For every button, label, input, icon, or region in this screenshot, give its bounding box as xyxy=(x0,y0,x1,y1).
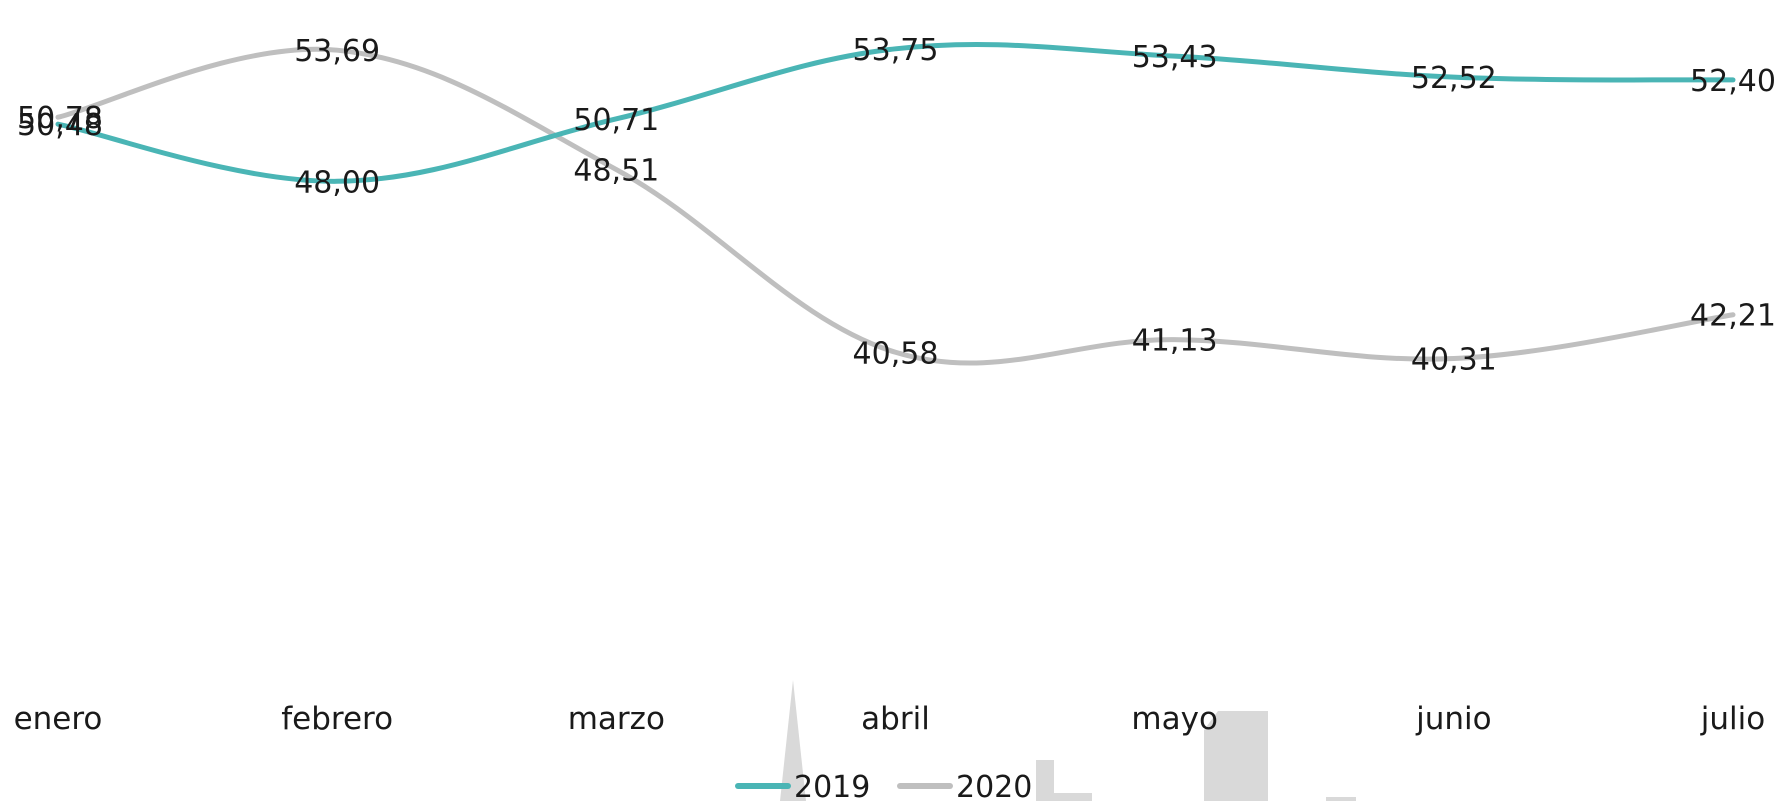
x-tick-label-abril: abril xyxy=(861,701,930,737)
data-label-2019-junio: 52,52 xyxy=(1411,61,1497,96)
data-label-2019-febrero: 48,00 xyxy=(294,165,380,200)
legend-label-2020: 2020 xyxy=(956,770,1032,801)
x-tick-label-marzo: marzo xyxy=(568,701,665,737)
legend: 2019 2020 xyxy=(735,770,1032,805)
series-line-2019 xyxy=(55,41,1736,184)
data-label-2020-marzo: 48,51 xyxy=(573,154,659,189)
legend-label-2019: 2019 xyxy=(794,770,870,801)
x-tick-label-junio: junio xyxy=(1415,701,1492,737)
data-label-2020-julio: 42,21 xyxy=(1690,299,1776,334)
x-tick-label-mayo: mayo xyxy=(1131,701,1218,737)
data-label-2019-abril: 53,75 xyxy=(853,33,939,68)
data-label-2019-julio: 52,40 xyxy=(1690,64,1776,99)
data-label-2020-enero: 50,78 xyxy=(17,101,103,136)
data-label-2019-enero: 50,48 xyxy=(17,108,103,143)
data-label-2020-junio: 40,31 xyxy=(1411,343,1497,378)
watermark-logo xyxy=(780,680,1356,801)
data-label-layer: 50,48 48,00 50,71 53,75 53,43 52,52 52,40 50,78… xyxy=(17,33,1776,378)
data-label-2020-febrero: 53,69 xyxy=(294,34,380,69)
x-axis: enero febrero marzo abril mayo junio julio xyxy=(14,701,1766,737)
x-tick-label-febrero: febrero xyxy=(281,701,393,737)
data-label-2020-abril: 40,58 xyxy=(853,336,939,371)
data-label-2019-marzo: 50,71 xyxy=(573,103,659,138)
data-label-2019-mayo: 53,43 xyxy=(1132,40,1218,75)
x-tick-label-julio: julio xyxy=(1700,701,1765,737)
series-layer xyxy=(55,41,1736,366)
x-tick-label-enero: enero xyxy=(14,701,103,737)
series-line-2020 xyxy=(55,46,1736,366)
data-label-2020-mayo: 41,13 xyxy=(1132,324,1218,359)
